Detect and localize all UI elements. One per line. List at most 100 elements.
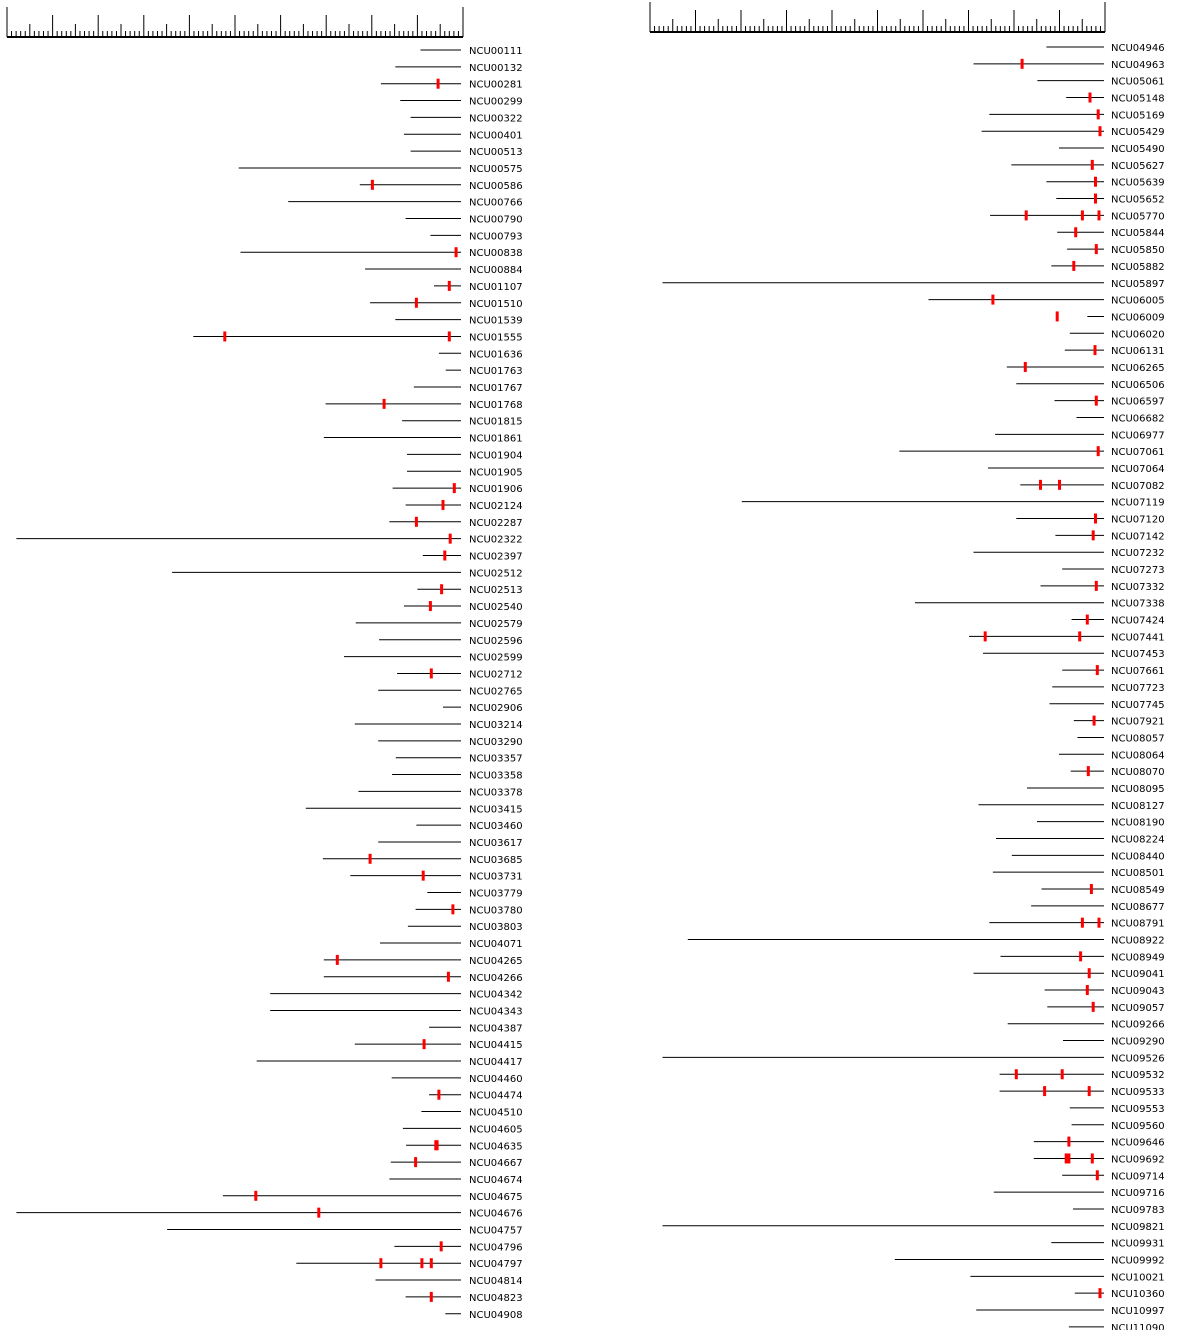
gene-row: NCU03214 xyxy=(354,720,523,731)
gene-row: NCU01107 xyxy=(434,280,523,293)
gene-row: NCU07142 xyxy=(1055,530,1165,542)
gene-label: NCU03290 xyxy=(469,737,523,748)
gene-row: NCU08190 xyxy=(1037,818,1165,829)
gene-row: NCU03460 xyxy=(416,821,523,832)
gene-label: NCU03780 xyxy=(469,905,523,916)
gene-row: NCU05429 xyxy=(981,126,1165,138)
gene-label: NCU04946 xyxy=(1111,43,1165,54)
gene-label: NCU02765 xyxy=(469,686,523,697)
gene-row: NCU04814 xyxy=(375,1276,523,1287)
variant-marker xyxy=(1092,715,1096,726)
variant-marker xyxy=(429,1258,433,1269)
variant-marker xyxy=(1087,1086,1091,1097)
gene-label: NCU10997 xyxy=(1111,1306,1165,1317)
gene-label: NCU10360 xyxy=(1111,1289,1165,1300)
gene-row: NCU04460 xyxy=(391,1074,523,1085)
gene-row: NCU05639 xyxy=(1046,176,1165,189)
variant-marker xyxy=(1089,884,1093,894)
variant-marker xyxy=(1020,58,1024,69)
variant-marker xyxy=(317,1207,321,1218)
variant-marker xyxy=(1094,395,1098,406)
variant-marker xyxy=(440,584,444,595)
gene-label: NCU04510 xyxy=(469,1108,523,1119)
gene-row: NCU03685 xyxy=(322,853,523,866)
gene-label: NCU01636 xyxy=(469,349,523,360)
left-gene-rows: NCU00111 NCU00132 NCU00281 NCU00299 NCU00322… xyxy=(16,46,523,1321)
gene-label: NCU03358 xyxy=(469,771,523,782)
gene-row: NCU00132 xyxy=(395,63,523,74)
gene-label: NCU07119 xyxy=(1111,498,1165,509)
gene-label: NCU07723 xyxy=(1111,683,1165,694)
gene-row: NCU04415 xyxy=(354,1039,523,1051)
variant-marker xyxy=(382,398,386,409)
variant-marker xyxy=(1098,1288,1102,1299)
variant-marker xyxy=(421,870,425,881)
gene-label: NCU01763 xyxy=(469,366,523,377)
gene-label: NCU03731 xyxy=(469,872,523,883)
gene-row: NCU06020 xyxy=(1069,329,1165,340)
gene-label: NCU07745 xyxy=(1111,700,1165,711)
gene-label: NCU02596 xyxy=(469,636,523,647)
gene-label: NCU09290 xyxy=(1111,1037,1165,1048)
gene-label: NCU09692 xyxy=(1111,1154,1165,1165)
gene-row: NCU07064 xyxy=(987,464,1165,475)
gene-label: NCU04415 xyxy=(469,1040,523,1051)
gene-label: NCU07338 xyxy=(1111,599,1165,610)
gene-label: NCU01555 xyxy=(469,332,523,343)
gene-label: NCU06009 xyxy=(1111,312,1165,323)
gene-row: NCU05850 xyxy=(1067,244,1165,256)
gene-label: NCU09646 xyxy=(1111,1138,1165,1149)
gene-row: NCU00111 xyxy=(420,46,523,57)
left-scale-ruler xyxy=(6,7,464,38)
gene-label: NCU04757 xyxy=(469,1226,523,1237)
gene-row: NCU08064 xyxy=(1059,750,1165,761)
gene-label: NCU07064 xyxy=(1111,464,1165,475)
gene-row: NCU03290 xyxy=(378,737,523,748)
gene-label: NCU04460 xyxy=(469,1074,523,1085)
gene-row: NCU09783 xyxy=(1073,1205,1165,1216)
variant-marker xyxy=(441,499,445,510)
variant-marker xyxy=(420,1258,424,1269)
gene-label: NCU02579 xyxy=(469,619,523,630)
gene-label: NCU09714 xyxy=(1111,1171,1165,1182)
gene-label: NCU02712 xyxy=(469,669,523,680)
gene-row: NCU07120 xyxy=(1016,513,1165,526)
gene-row: NCU04474 xyxy=(429,1089,523,1102)
variant-marker xyxy=(429,668,433,679)
gene-label: NCU00322 xyxy=(469,113,523,124)
variant-marker xyxy=(446,971,450,982)
gene-label: NCU01906 xyxy=(469,484,523,495)
gene-label: NCU07142 xyxy=(1111,531,1165,542)
variant-marker xyxy=(1095,1170,1099,1181)
right-gene-rows: NCU04946 NCU04963 NCU05061 NCU05148 NCU05169… xyxy=(662,43,1165,1330)
gene-label: NCU08064 xyxy=(1111,750,1165,761)
gene-row: NCU04265 xyxy=(323,954,523,967)
gene-row: NCU03378 xyxy=(358,787,523,798)
gene-row: NCU07453 xyxy=(983,649,1165,660)
gene-row: NCU01861 xyxy=(323,434,523,445)
gene-label: NCU04635 xyxy=(469,1141,523,1152)
variant-marker xyxy=(1080,917,1084,928)
gene-label: NCU03685 xyxy=(469,855,523,866)
gene-row: NCU00838 xyxy=(240,247,523,259)
variant-marker xyxy=(447,331,451,342)
gene-row: NCU00513 xyxy=(410,147,523,158)
gene-label: NCU07120 xyxy=(1111,515,1165,526)
gene-row: NCU02322 xyxy=(16,533,523,546)
variant-marker xyxy=(414,1157,418,1168)
gene-row: NCU01636 xyxy=(438,349,523,360)
gene-row: NCU06009 xyxy=(1055,311,1165,323)
gene-label: NCU09526 xyxy=(1111,1053,1165,1064)
gene-row: NCU02540 xyxy=(403,601,523,613)
variant-marker xyxy=(1085,614,1089,625)
gene-row: NCU07921 xyxy=(1073,715,1165,728)
gene-label: NCU00513 xyxy=(469,147,523,158)
gene-row: NCU06506 xyxy=(1016,380,1165,391)
gene-label: NCU07332 xyxy=(1111,582,1165,593)
variant-marker xyxy=(1097,210,1101,221)
gene-label: NCU07232 xyxy=(1111,548,1165,559)
gene-label: NCU03803 xyxy=(469,922,523,933)
gene-label: NCU07453 xyxy=(1111,649,1165,660)
gene-row: NCU08070 xyxy=(1070,766,1165,778)
gene-row: NCU04266 xyxy=(323,971,523,984)
